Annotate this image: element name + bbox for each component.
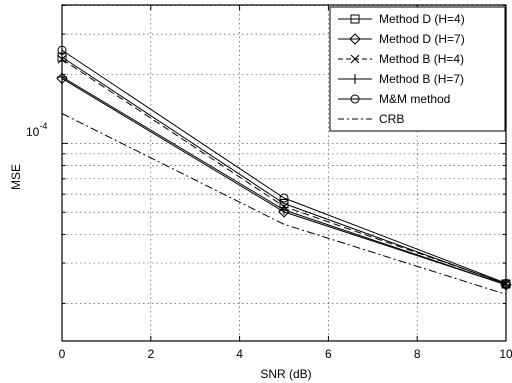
x-tick-labels: 0 2 4 6 8 10 bbox=[59, 347, 512, 361]
circle-marker bbox=[350, 94, 360, 104]
series-line bbox=[61, 56, 507, 285]
y-tick-labels: 10-4 bbox=[26, 121, 47, 139]
x-marker bbox=[350, 54, 360, 64]
y-axis-label: MSE bbox=[9, 164, 23, 190]
legend-label: Method D (H=7) bbox=[379, 32, 465, 46]
legend-item: Method D (H=7) bbox=[338, 32, 465, 46]
legend-item: Method D (H=4) bbox=[338, 12, 465, 26]
series-layer bbox=[56, 45, 512, 295]
series-line bbox=[61, 49, 507, 284]
x-tick-label: 10 bbox=[499, 347, 512, 361]
square-marker bbox=[350, 14, 360, 24]
legend-box bbox=[329, 6, 506, 132]
plus-marker bbox=[279, 204, 289, 215]
y-tick-base: 10 bbox=[26, 125, 40, 139]
series-5 bbox=[61, 113, 507, 295]
legend-item: M&M method bbox=[338, 92, 450, 106]
legend-label: Method B (H=4) bbox=[379, 52, 464, 66]
plot-area-frame bbox=[61, 4, 507, 342]
plus-marker bbox=[350, 74, 360, 84]
y-tick-label: 10-4 bbox=[26, 121, 47, 139]
legend-item: CRB bbox=[338, 112, 404, 126]
legend-item: Method B (H=4) bbox=[338, 52, 464, 66]
legend: Method D (H=4) Method D (H=7) Method B (H=… bbox=[329, 6, 506, 132]
x-tick-label: 6 bbox=[325, 347, 332, 361]
legend-label: Method B (H=7) bbox=[379, 72, 464, 86]
x-tick-label: 8 bbox=[414, 347, 421, 361]
series-line bbox=[61, 113, 507, 295]
legend-label: M&M method bbox=[379, 92, 450, 106]
legend-items: Method D (H=4) Method D (H=7) Method B (H=… bbox=[338, 12, 465, 126]
circle-marker bbox=[279, 193, 289, 203]
ticks bbox=[61, 4, 507, 341]
legend-item: Method B (H=7) bbox=[338, 72, 464, 86]
x-tick-label: 4 bbox=[236, 347, 243, 361]
diamond-marker bbox=[349, 33, 361, 45]
x-tick-label: 2 bbox=[147, 347, 154, 361]
legend-label: CRB bbox=[379, 112, 404, 126]
x-tick-label: 0 bbox=[59, 347, 66, 361]
legend-label: Method D (H=4) bbox=[379, 12, 465, 26]
x-axis-label: SNR (dB) bbox=[260, 367, 311, 381]
y-tick-exponent: -4 bbox=[39, 121, 47, 131]
